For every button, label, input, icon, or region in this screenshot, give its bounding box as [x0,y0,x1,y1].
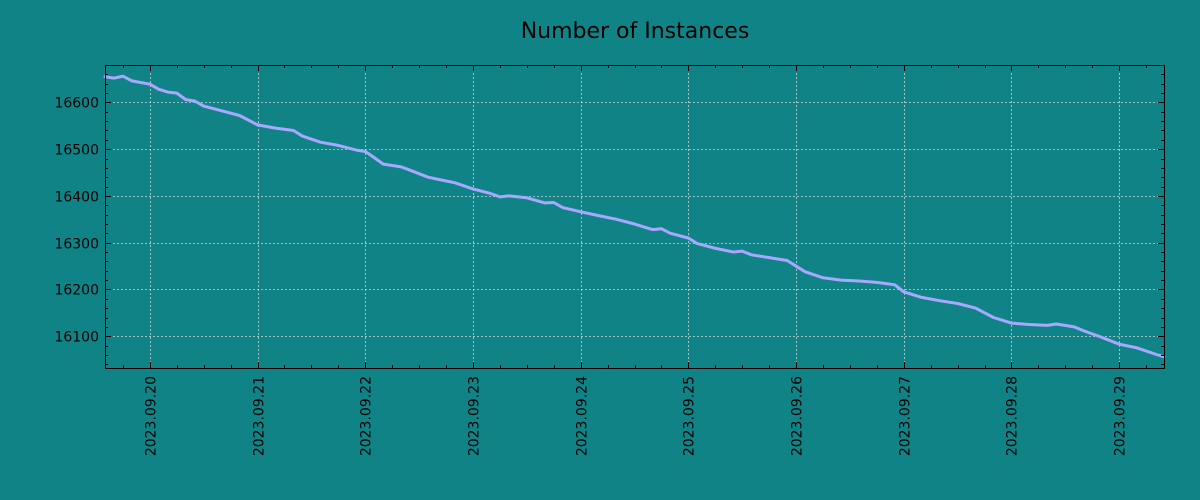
y-tick-label: 16600 [54,96,99,112]
y-axis: 16100 16200 16300 16400 16500 16600 [54,96,99,346]
x-tick-label: 2023.09.27 [898,376,914,456]
y-tick-label: 16100 [54,330,99,346]
axis-ticks [105,65,1164,368]
x-tick-label: 2023.09.21 [252,376,268,456]
y-tick-label: 16200 [54,283,99,299]
x-tick-label: 2023.09.29 [1113,376,1129,456]
y-tick-label: 16500 [54,143,99,159]
x-tick-label: 2023.09.23 [467,376,483,456]
x-tick-label: 2023.09.25 [682,376,698,456]
x-tick-label: 2023.09.26 [790,376,806,456]
chart-title: Number of Instances [521,19,750,44]
x-tick-label: 2023.09.20 [144,376,160,456]
series-layer [103,74,1166,359]
y-tick-label: 16400 [54,190,99,206]
x-tick-label: 2023.09.22 [359,376,375,456]
x-tick-label: 2023.09.28 [1005,376,1021,456]
series-line [103,74,1166,359]
x-axis: 2023.09.20 2023.09.21 2023.09.22 2023.09.23… [144,376,1129,456]
grid-lines [105,65,1164,368]
x-tick-label: 2023.09.24 [575,376,591,456]
plot-frame [105,65,1165,369]
y-tick-label: 16300 [54,237,99,253]
